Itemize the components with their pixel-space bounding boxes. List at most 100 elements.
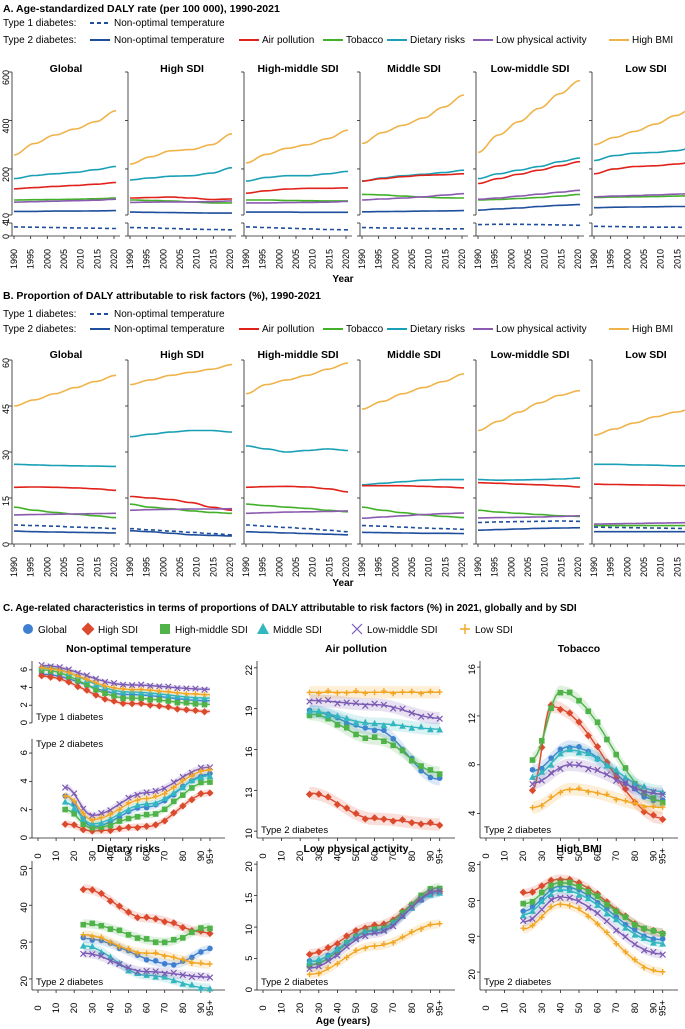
b-x-tick-label: 1990 xyxy=(589,557,599,577)
b-x-tick-label: 2015 xyxy=(440,557,450,577)
c-2-low-sdi-point xyxy=(585,789,592,795)
c-5-low-sdi-point xyxy=(585,913,592,920)
a-facet-title: Middle SDI xyxy=(387,63,441,75)
c-temp-low-middle-sdi-t1-point xyxy=(101,678,109,686)
c-temp-high-middle-sdi-t2-fit-ci xyxy=(65,777,210,832)
c-temp-low-middle-sdi-t1-point xyxy=(83,672,91,679)
c-temp-low-sdi-t2-point xyxy=(107,811,114,818)
c-1-high-sdi-point xyxy=(315,790,323,798)
c-2-x-tick-label: 60 xyxy=(593,851,604,862)
c-temp-high-sdi-t2-point xyxy=(152,821,160,829)
a-facet-title: High SDI xyxy=(160,63,204,75)
c-4-low-middle-sdi-point xyxy=(399,912,406,920)
c-1-x-tick-label: 40 xyxy=(332,851,343,862)
a-line-bmi xyxy=(13,110,117,156)
a-x-tick-label: 2005 xyxy=(291,249,301,269)
c-4-high-sdi-point xyxy=(305,950,314,959)
b-line-lpa xyxy=(594,521,685,525)
c-4-high-sdi-point xyxy=(352,926,360,935)
c-2-middle-sdi-point xyxy=(547,761,555,768)
c-2-high-middle-sdi-point xyxy=(622,765,629,771)
b-x-tick-label: 2015 xyxy=(208,557,218,577)
a-x-tick-label: 2020 xyxy=(457,249,467,269)
c-5-low-middle-sdi-fit-ci xyxy=(523,892,663,959)
b-line-bmi xyxy=(593,409,685,436)
b-line-diet xyxy=(362,478,464,486)
c-5-high-sdi-point xyxy=(519,888,527,896)
c-temp-high-sdi-t1-point xyxy=(146,701,154,709)
c-temp-high-sdi-t2-point xyxy=(70,821,78,829)
c-3-global-point xyxy=(189,954,195,961)
c-temp-low-middle-sdi-t2-point xyxy=(197,764,205,772)
b-x-tick-label: 2005 xyxy=(175,557,185,577)
c-1-low-sdi-point xyxy=(362,690,369,697)
c-3-high-middle-sdi-point xyxy=(125,932,132,938)
c-5-low-middle-sdi-fit xyxy=(523,896,663,955)
c-3-x-tick-label: 40 xyxy=(105,1003,116,1014)
c-3-high-middle-sdi-point xyxy=(152,939,159,945)
c-temp-middle-sdi-t2-point xyxy=(152,800,160,807)
c-temp-t2-x-tick-label: 0 xyxy=(33,853,44,858)
c-5-low-middle-sdi-point xyxy=(612,927,620,934)
a-line-t1_temp xyxy=(246,226,348,231)
c-1-middle-sdi-point xyxy=(361,718,369,725)
c-3-x-tick-label: 70 xyxy=(160,1003,171,1014)
c-temp-middle-sdi-t1-point xyxy=(164,692,172,699)
panel-a-facets: Global 10 200 400 600 0 4 1990 1995 2000 2005 2010 2… xyxy=(1,63,685,269)
c-1-low-sdi-point xyxy=(436,689,443,695)
c-temp-low-sdi-t1-point xyxy=(75,673,81,680)
c-5-low-sdi-point xyxy=(613,941,619,947)
c-temp-high-middle-sdi-t1-point xyxy=(84,681,90,688)
c-2-low-sdi-point xyxy=(576,785,582,792)
c-5-low-middle-sdi-point xyxy=(566,894,573,901)
c-5-low-middle-sdi-point xyxy=(575,897,583,904)
panel-a-xlabel: Year xyxy=(332,274,353,285)
c-temp-high-sdi-t1-point xyxy=(37,672,46,680)
c-panel-subtitle: Type 2 diabetes xyxy=(484,977,551,988)
c-4-high-sdi-point xyxy=(333,940,342,948)
c-temp-low-sdi-t2-point xyxy=(62,793,68,800)
a-x-tick-label: 2000 xyxy=(390,249,400,269)
c-3-high-middle-sdi-point xyxy=(80,921,87,928)
c-4-x-tick-label: 30 xyxy=(314,1003,325,1014)
c-4-low-sdi-point xyxy=(436,920,443,927)
c-5-y-tick-label: 20 xyxy=(467,969,478,980)
c-5-high-sdi-point xyxy=(538,882,546,890)
c-4-middle-sdi-point xyxy=(427,891,434,898)
a-x-tick-label: 2000 xyxy=(274,249,284,269)
c-2-middle-sdi-point xyxy=(557,750,564,757)
a-x-tick-label: 1995 xyxy=(142,249,152,269)
b-x-tick-label: 2015 xyxy=(324,557,334,577)
c-5-high-sdi-fit-ci xyxy=(523,874,663,938)
c-1-high-sdi-point xyxy=(305,790,314,798)
c-temp-middle-sdi-t2-point xyxy=(161,794,169,801)
c-temp-high-middle-sdi-t2-point xyxy=(80,821,87,828)
a-y-tick-label: 0 xyxy=(1,234,11,239)
a-x-tick-label: 2010 xyxy=(656,249,666,269)
a-x-tick-label: 2020 xyxy=(225,249,235,269)
c-1-high-sdi-point xyxy=(361,815,369,823)
c-3-x-tick-label: 30 xyxy=(87,1003,98,1014)
c-1-high-sdi-point xyxy=(370,814,379,822)
c-temp-high-middle-sdi-t2-point xyxy=(143,811,150,818)
b-line-lpa xyxy=(129,507,232,512)
c-5-high-middle-sdi-point xyxy=(641,925,647,932)
b-line-lpa xyxy=(14,512,116,516)
c-1-low-sdi-point xyxy=(409,688,415,695)
c-2-low-sdi-point xyxy=(641,804,647,810)
c-temp-low-sdi-t1-point xyxy=(38,664,45,671)
c-5-global-point xyxy=(520,908,526,914)
c-temp-high-middle-sdi-t2-point xyxy=(116,818,123,824)
c-5-low-sdi-point xyxy=(659,968,666,975)
c-5-low-sdi-fit-ci xyxy=(523,899,663,977)
c-2-middle-sdi-point xyxy=(575,749,583,756)
c-2-high-middle-sdi-point xyxy=(613,751,619,758)
c-temp-high-middle-sdi-t2-point xyxy=(161,806,168,813)
c-temp-high-sdi-t1-point xyxy=(101,695,109,703)
a-y-tick-label: 10 xyxy=(1,213,11,223)
c-2-global-point xyxy=(576,744,582,750)
c-panel-subtitle: Type 2 diabetes xyxy=(36,977,103,988)
c-4-low-sdi-point xyxy=(343,954,350,961)
c-1-high-middle-sdi-point xyxy=(418,763,424,769)
